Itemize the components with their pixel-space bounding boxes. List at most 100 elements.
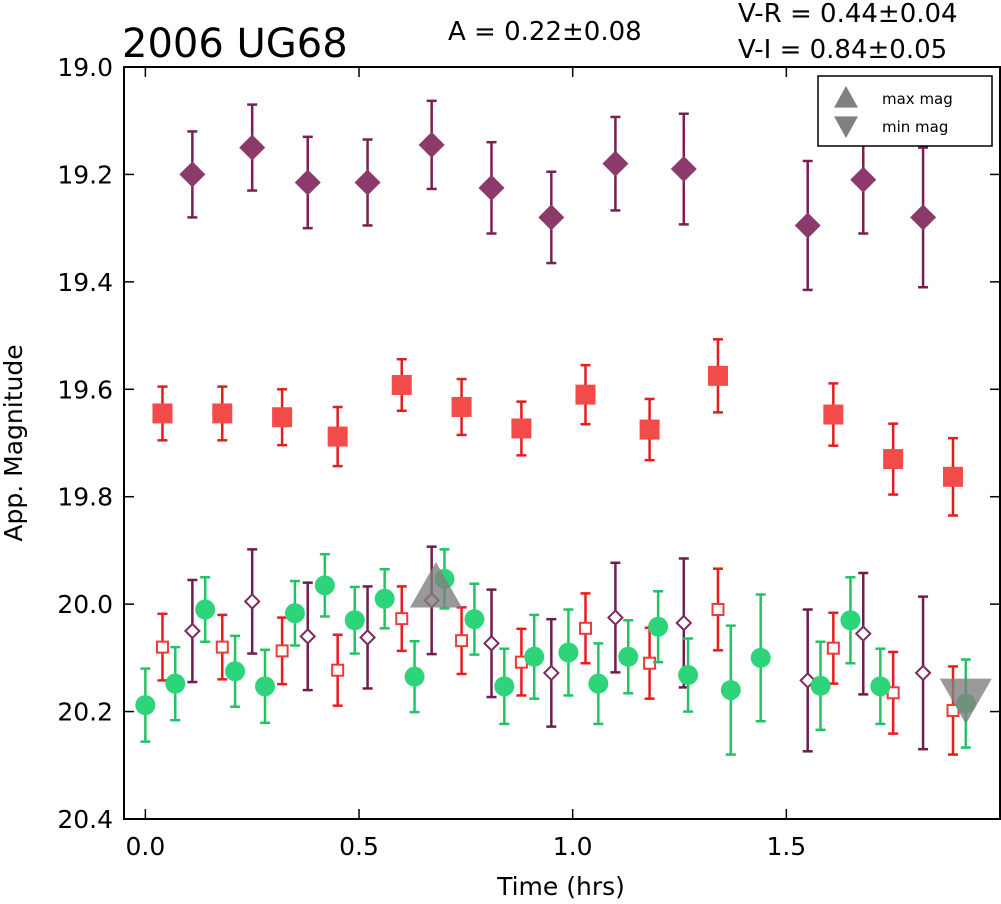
data-point-diamond — [538, 204, 565, 231]
amplitude-label: A = 0.22±0.08 — [448, 17, 642, 47]
x-axis-label: Time (hrs) — [496, 872, 625, 901]
data-point-circle — [165, 673, 186, 694]
data-point-diamond-open — [183, 622, 201, 640]
data-point-diamond-open — [675, 614, 693, 632]
data-point-circle — [618, 646, 639, 667]
data-point-circle — [678, 665, 699, 686]
data-point-diamond-open — [542, 664, 560, 682]
data-point-circle — [648, 616, 669, 637]
data-point-diamond — [478, 174, 505, 201]
data-point-circle — [225, 661, 246, 682]
data-point-diamond-open — [243, 593, 261, 610]
data-point-circle — [558, 642, 579, 663]
data-point-square — [391, 374, 412, 395]
data-point-diamond — [794, 212, 821, 239]
data-point-diamond — [850, 166, 877, 193]
data-point-diamond-open — [299, 627, 317, 645]
data-point-diamond-open — [607, 609, 624, 626]
data-point-diamond — [179, 161, 206, 188]
data-point-diamond-open — [359, 629, 376, 646]
data-point-square — [707, 365, 728, 386]
data-point-diamond — [239, 134, 266, 161]
data-point-diamond — [294, 169, 321, 196]
data-series — [152, 338, 963, 517]
data-point-circle — [494, 676, 515, 697]
data-point-circle — [374, 588, 395, 609]
data-point-square — [823, 404, 844, 425]
data-point-square-open — [579, 621, 593, 635]
data-point-circle — [314, 575, 335, 596]
data-point-circle — [284, 603, 305, 624]
data-point-circle — [195, 599, 216, 620]
data-point-circle — [588, 673, 609, 694]
max-mag-marker — [409, 562, 462, 608]
data-point-circle — [135, 695, 156, 716]
y-tick-label: 20.4 — [57, 805, 113, 834]
min-mag-marker — [939, 678, 992, 725]
data-point-square — [575, 384, 596, 405]
y-tick-label: 20.2 — [57, 698, 113, 727]
v-i-color-label: V-I = 0.84±0.05 — [738, 35, 947, 65]
data-point-square — [511, 418, 532, 439]
chart-title: 2006 UG68 — [122, 21, 348, 67]
data-point-square-open — [331, 663, 345, 677]
x-tick-label: 1.0 — [553, 832, 593, 861]
data-point-circle — [255, 676, 276, 697]
y-tick-label: 19.8 — [57, 483, 113, 512]
data-point-circle — [464, 609, 485, 630]
y-tick-label: 19.2 — [57, 160, 113, 189]
data-marks — [135, 99, 992, 756]
x-tick-label: 1.5 — [766, 832, 806, 861]
data-point-diamond — [602, 150, 629, 177]
legend: max mag min mag — [817, 75, 993, 147]
data-point-circle — [720, 680, 741, 701]
data-point-square — [212, 403, 233, 424]
x-tick-label: 0.0 — [125, 832, 165, 861]
legend-label: max mag — [882, 90, 953, 108]
data-point-square — [152, 403, 173, 424]
data-point-square-open — [215, 640, 229, 654]
data-series — [155, 567, 960, 756]
data-point-square — [327, 426, 348, 447]
data-point-square-open — [395, 612, 409, 626]
data-point-diamond-open — [483, 634, 500, 652]
data-point-square-open — [455, 634, 469, 648]
data-point-circle — [750, 647, 771, 668]
data-point-square-open — [155, 640, 169, 654]
y-axis-label: App. Magnitude — [0, 344, 28, 541]
legend-label: min mag — [882, 118, 948, 136]
data-series — [183, 545, 932, 753]
data-point-square-open — [275, 644, 289, 658]
data-point-circle — [810, 675, 831, 696]
y-tick-label: 19.4 — [57, 268, 113, 297]
data-point-diamond — [418, 131, 445, 158]
data-point-circle — [840, 610, 861, 631]
data-point-circle — [870, 676, 891, 697]
data-point-diamond — [670, 156, 697, 183]
data-point-square-open — [826, 641, 840, 655]
data-point-circle — [344, 610, 365, 631]
data-point-square-open — [711, 603, 725, 617]
data-point-square — [272, 407, 293, 428]
y-tick-label: 19.6 — [57, 375, 113, 404]
legend-max-mag-icon — [834, 86, 858, 108]
x-tick-label: 0.5 — [339, 832, 379, 861]
data-point-square — [451, 397, 472, 418]
plot-frame — [123, 66, 1001, 820]
y-tick-label: 19.0 — [57, 53, 113, 82]
v-r-color-label: V-R = 0.44±0.04 — [738, 0, 958, 29]
y-tick-label: 20.0 — [57, 590, 113, 619]
axes: 0.0 0.5 1.0 1.5 19.0 19.2 19.4 19.6 19.8 20.0 20.2… — [57, 53, 1000, 861]
data-point-diamond — [910, 204, 937, 231]
data-point-diamond-open — [914, 664, 932, 682]
data-point-circle — [524, 646, 545, 667]
data-point-square — [639, 419, 660, 440]
legend-min-mag-icon — [834, 116, 858, 138]
data-point-square — [883, 449, 904, 470]
data-point-diamond-open — [854, 625, 872, 643]
data-point-square — [942, 466, 963, 487]
data-point-diamond — [354, 169, 381, 196]
data-series — [179, 99, 937, 292]
data-series — [135, 548, 976, 756]
